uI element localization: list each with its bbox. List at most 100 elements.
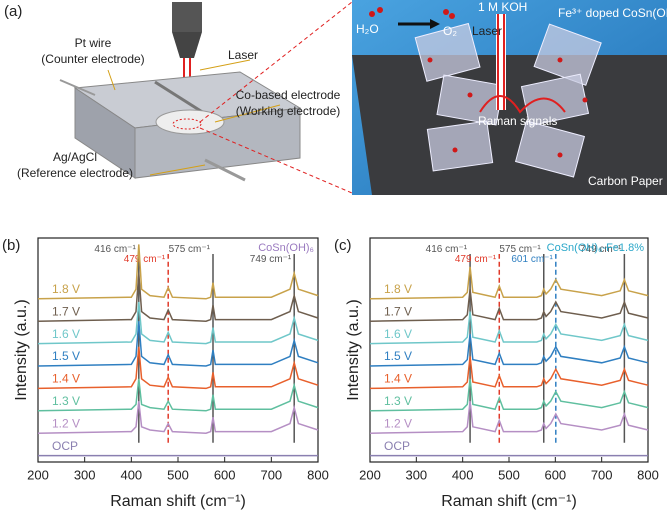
spectrum [37, 273, 319, 322]
spectrum [369, 356, 649, 390]
window [155, 109, 225, 135]
crystal [533, 23, 602, 86]
label: Laser [472, 24, 502, 38]
x-tick-label: 500 [167, 467, 189, 482]
objective [172, 2, 202, 32]
x-axis-label: Raman shift (cm⁻¹) [441, 493, 577, 510]
spectrum [369, 311, 649, 345]
chart-title: CoSn(OH)₆ [258, 242, 314, 254]
series-label: OCP [384, 439, 410, 453]
atom [369, 11, 375, 17]
series-label: 1.5 V [52, 349, 80, 363]
crystal [414, 22, 481, 82]
peak-label: 479 cm⁻¹ [124, 254, 166, 265]
crystal [514, 120, 586, 178]
x-tick-label: 600 [544, 467, 566, 482]
atom [582, 97, 588, 103]
x-tick-label: 800 [637, 467, 659, 482]
y-axis-label: Intensity (a.u.) [13, 299, 30, 400]
spectrum [369, 333, 649, 367]
spectrum [37, 346, 319, 390]
pt-wire [59, 79, 96, 96]
spectrum [37, 401, 319, 434]
x-tick-label: 800 [307, 467, 329, 482]
leader [199, 59, 251, 71]
objective-tip [172, 32, 202, 58]
leader [107, 69, 116, 91]
label: (Reference electrode) [17, 166, 133, 180]
label: (Counter electrode) [41, 52, 144, 66]
x-tick-label: 500 [498, 467, 520, 482]
x-tick-label: 700 [260, 467, 282, 482]
series-label: 1.6 V [384, 327, 412, 341]
laser-beam [496, 14, 506, 110]
peak-label: 479 cm⁻¹ [455, 254, 497, 265]
peak-label: 416 cm⁻¹ [94, 244, 136, 255]
spectrum [37, 244, 319, 300]
spectrum [37, 378, 319, 412]
atoms [369, 7, 588, 158]
x-tick-label: 400 [120, 467, 142, 482]
label: O₂ [443, 24, 457, 38]
series-label: 1.2 V [52, 416, 80, 430]
series-label: 1.8 V [384, 282, 412, 296]
label: (Working electrode) [236, 104, 340, 118]
spectrum [369, 378, 649, 412]
label: Fe³⁺ doped CoSn(OH)₆ [558, 6, 667, 20]
spectrum [37, 321, 319, 367]
x-tick-label: 200 [27, 467, 49, 482]
atom [427, 57, 433, 63]
label: Raman signals [478, 114, 557, 128]
spectrum [369, 289, 649, 322]
x-tick-label: 400 [452, 467, 474, 482]
x-tick-label: 200 [359, 467, 381, 482]
atom [557, 152, 563, 158]
series-label: 1.7 V [52, 304, 80, 318]
series-label: OCP [52, 439, 78, 453]
label: Carbon Paper [588, 174, 663, 188]
label: 1 M KOH [478, 0, 527, 14]
atom [449, 13, 455, 19]
series-label: 1.3 V [384, 394, 412, 408]
spot [172, 118, 202, 130]
arrowhead [430, 19, 440, 29]
atom [377, 7, 383, 13]
x-axis-label: Raman shift (cm⁻¹) [110, 493, 246, 510]
series-label: 1.4 V [52, 372, 80, 386]
series-label: 1.7 V [384, 304, 412, 318]
spectrum [369, 401, 649, 434]
x-tick-label: 700 [591, 467, 613, 482]
ref-electrode [204, 158, 246, 182]
atom [467, 92, 473, 98]
series-label: 1.4 V [384, 372, 412, 386]
zoom-line [199, 1, 353, 123]
raman-wave [479, 95, 566, 114]
x-tick-label: 300 [405, 467, 427, 482]
series-label: 1.3 V [52, 394, 80, 408]
spectrum [369, 266, 649, 300]
peak-label: 749 cm⁻¹ [580, 244, 622, 255]
crystals [414, 22, 602, 178]
atom [443, 9, 449, 15]
x-tick-label: 300 [74, 467, 96, 482]
panel-letter: (b) [2, 237, 20, 254]
spectrum [37, 301, 319, 345]
leader [214, 104, 281, 123]
x-tick-label: 600 [214, 467, 236, 482]
series-label: 1.6 V [52, 327, 80, 341]
atom [452, 147, 458, 153]
label: Ag/AgCl [53, 150, 97, 164]
series-label: 1.2 V [384, 416, 412, 430]
series-label: 1.5 V [384, 349, 412, 363]
atom [557, 57, 563, 63]
chart-title: CoSn(OH)₆-Fe1.8% [547, 242, 645, 254]
label: H₂O [356, 22, 379, 36]
panel-letter: (c) [334, 237, 352, 254]
panel-a: (a) Pt wire (Counter electrode) Laser Co… [4, 0, 667, 195]
label: Laser [228, 48, 258, 62]
y-axis-label: Intensity (a.u.) [345, 299, 362, 400]
carbon-paper [352, 55, 667, 195]
peak-label: 575 cm⁻¹ [169, 244, 211, 255]
crystal [426, 120, 494, 172]
